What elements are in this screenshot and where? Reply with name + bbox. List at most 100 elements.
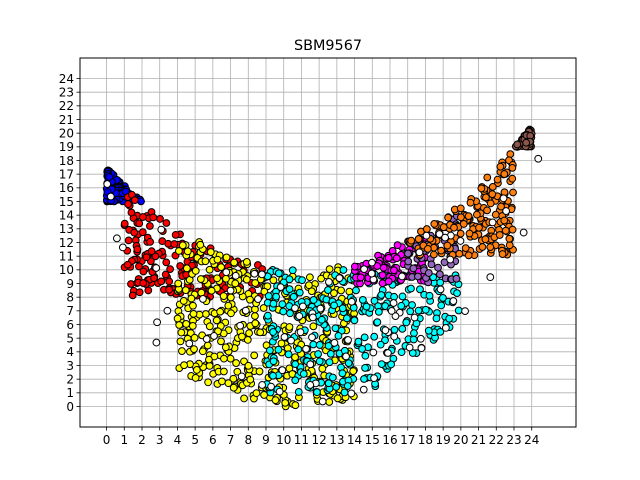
- data-point: [439, 294, 447, 302]
- y-tick-label: 13: [59, 222, 74, 236]
- data-point: [106, 192, 115, 201]
- data-point: [367, 269, 376, 278]
- data-point: [441, 324, 450, 332]
- data-point: [171, 230, 180, 239]
- data-point: [376, 340, 385, 349]
- data-point: [233, 367, 242, 376]
- data-point: [306, 381, 315, 389]
- data-point: [443, 241, 452, 250]
- data-point: [500, 216, 509, 225]
- data-point: [328, 373, 337, 382]
- data-point: [325, 265, 334, 274]
- data-point: [404, 249, 412, 258]
- data-point: [498, 250, 507, 258]
- data-point: [335, 274, 344, 283]
- data-point: [436, 285, 445, 294]
- data-point: [182, 264, 191, 273]
- data-point: [206, 248, 215, 256]
- data-point: [436, 327, 445, 336]
- data-point: [135, 262, 143, 271]
- data-point: [245, 329, 253, 338]
- data-point: [221, 343, 230, 352]
- data-point: [241, 306, 250, 315]
- data-point: [217, 263, 226, 272]
- data-point: [188, 322, 197, 330]
- data-point: [397, 348, 406, 357]
- data-point: [299, 370, 308, 378]
- data-point: [432, 314, 441, 323]
- data-point: [175, 247, 183, 255]
- data-point: [152, 264, 161, 272]
- data-point: [205, 265, 214, 274]
- y-tick-label: 10: [59, 263, 74, 277]
- data-point: [314, 350, 322, 358]
- data-point: [508, 163, 517, 172]
- data-point: [175, 321, 184, 329]
- data-point: [139, 213, 147, 221]
- x-tick-label: 13: [329, 433, 344, 447]
- data-point: [288, 266, 297, 275]
- data-point: [250, 351, 259, 360]
- data-point: [220, 367, 228, 376]
- data-point: [192, 366, 201, 374]
- data-point: [294, 388, 303, 396]
- data-point: [325, 398, 334, 406]
- data-point: [280, 333, 289, 341]
- data-point: [187, 294, 196, 303]
- data-point: [360, 333, 369, 342]
- data-point: [398, 292, 407, 301]
- data-point: [330, 301, 339, 310]
- y-tick-label: 1: [66, 386, 74, 400]
- data-point: [240, 394, 248, 403]
- data-point: [226, 286, 235, 295]
- data-point: [362, 302, 371, 311]
- data-point: [302, 345, 310, 353]
- data-point: [330, 289, 338, 298]
- data-point: [461, 244, 470, 253]
- data-point: [222, 253, 231, 262]
- data-point: [183, 247, 192, 256]
- data-point: [393, 241, 402, 250]
- data-point: [272, 292, 281, 301]
- data-point: [166, 265, 175, 274]
- data-point: [356, 273, 365, 282]
- data-point: [497, 202, 505, 211]
- data-point: [113, 234, 121, 243]
- data-point: [204, 378, 213, 387]
- data-point: [508, 174, 517, 183]
- y-tick-label: 22: [59, 99, 74, 113]
- data-point: [409, 335, 418, 344]
- data-point: [344, 336, 352, 344]
- data-point: [437, 246, 446, 255]
- data-point: [316, 304, 325, 313]
- data-point: [269, 328, 278, 336]
- data-point: [349, 367, 358, 376]
- data-point: [289, 292, 298, 301]
- data-point: [196, 240, 205, 249]
- data-point: [459, 220, 468, 228]
- data-point: [286, 309, 294, 318]
- y-tick-label: 18: [59, 154, 74, 168]
- data-point: [415, 248, 424, 257]
- data-point: [416, 285, 424, 294]
- chart-title: SBM9567: [294, 38, 362, 54]
- data-point: [352, 286, 360, 295]
- data-point: [120, 219, 129, 228]
- data-point: [414, 306, 423, 315]
- data-point: [486, 199, 495, 208]
- y-tick-label: 17: [59, 167, 74, 181]
- data-point: [182, 320, 191, 328]
- data-point: [368, 258, 376, 267]
- data-point: [199, 295, 207, 303]
- data-point: [441, 233, 449, 242]
- data-point: [274, 345, 283, 354]
- data-point: [450, 223, 458, 232]
- data-point: [330, 338, 339, 347]
- data-point: [377, 360, 386, 369]
- data-point: [246, 295, 254, 304]
- x-tick-label: 12: [312, 433, 327, 447]
- data-point: [295, 288, 304, 297]
- data-point: [347, 297, 356, 306]
- data-point: [130, 196, 139, 205]
- data-point: [482, 193, 490, 202]
